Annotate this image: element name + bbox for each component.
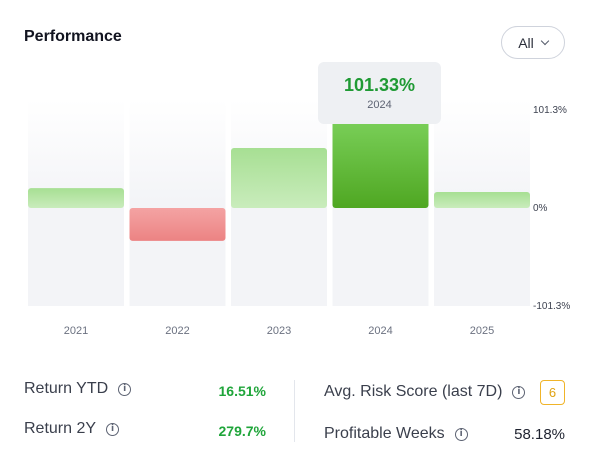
stats-divider bbox=[294, 380, 295, 442]
tooltip-year: 2024 bbox=[367, 99, 392, 111]
column-background bbox=[129, 100, 226, 306]
x-tick-label: 2024 bbox=[368, 325, 392, 337]
y-tick-label: 0% bbox=[533, 203, 548, 214]
x-tick-label: 2022 bbox=[165, 325, 189, 337]
chart-tooltip: 101.33% 2024 bbox=[318, 62, 441, 124]
bar-2021[interactable] bbox=[28, 188, 124, 208]
range-dropdown[interactable]: All bbox=[501, 26, 565, 59]
return-ytd-stat: Return YTD i bbox=[24, 380, 132, 398]
profitable-weeks-stat: Profitable Weeks i bbox=[324, 425, 468, 443]
avg-risk-label: Avg. Risk Score (last 7D) bbox=[324, 383, 503, 400]
bar-2025[interactable] bbox=[434, 192, 530, 208]
bar-2022[interactable] bbox=[129, 208, 226, 241]
profitable-weeks-value: 58.18% bbox=[514, 426, 565, 443]
page-title: Performance bbox=[24, 28, 122, 45]
performance-chart: 101.3% 0% -101.3% 2021 2022 2023 2024 2025 bbox=[28, 100, 570, 337]
return-2y-label: Return 2Y bbox=[24, 420, 97, 437]
info-icon[interactable]: i bbox=[106, 422, 120, 436]
tooltip-value: 101.33% bbox=[343, 75, 416, 95]
return-2y-value: 279.7% bbox=[218, 423, 266, 439]
risk-score-badge: 6 bbox=[540, 380, 565, 405]
bar-2023[interactable] bbox=[231, 148, 327, 208]
info-icon[interactable]: i bbox=[118, 382, 132, 396]
stats-panel: Return YTD i 16.51% Return 2Y i 279.7% A… bbox=[0, 370, 589, 460]
info-icon[interactable]: i bbox=[454, 427, 468, 441]
y-tick-label: 101.3% bbox=[533, 105, 567, 116]
avg-risk-stat: Avg. Risk Score (last 7D) i bbox=[324, 383, 526, 401]
profitable-weeks-label: Profitable Weeks bbox=[324, 425, 445, 442]
x-tick-label: 2023 bbox=[267, 325, 291, 337]
return-ytd-value: 16.51% bbox=[218, 383, 266, 399]
x-tick-label: 2021 bbox=[64, 325, 88, 337]
x-tick-label: 2025 bbox=[470, 325, 494, 337]
info-icon[interactable]: i bbox=[512, 385, 526, 399]
bar-2024[interactable] bbox=[332, 109, 429, 208]
y-tick-label: -101.3% bbox=[533, 301, 570, 312]
range-dropdown-label: All bbox=[518, 34, 534, 51]
return-2y-stat: Return 2Y i bbox=[24, 420, 120, 438]
return-ytd-label: Return YTD bbox=[24, 380, 109, 397]
